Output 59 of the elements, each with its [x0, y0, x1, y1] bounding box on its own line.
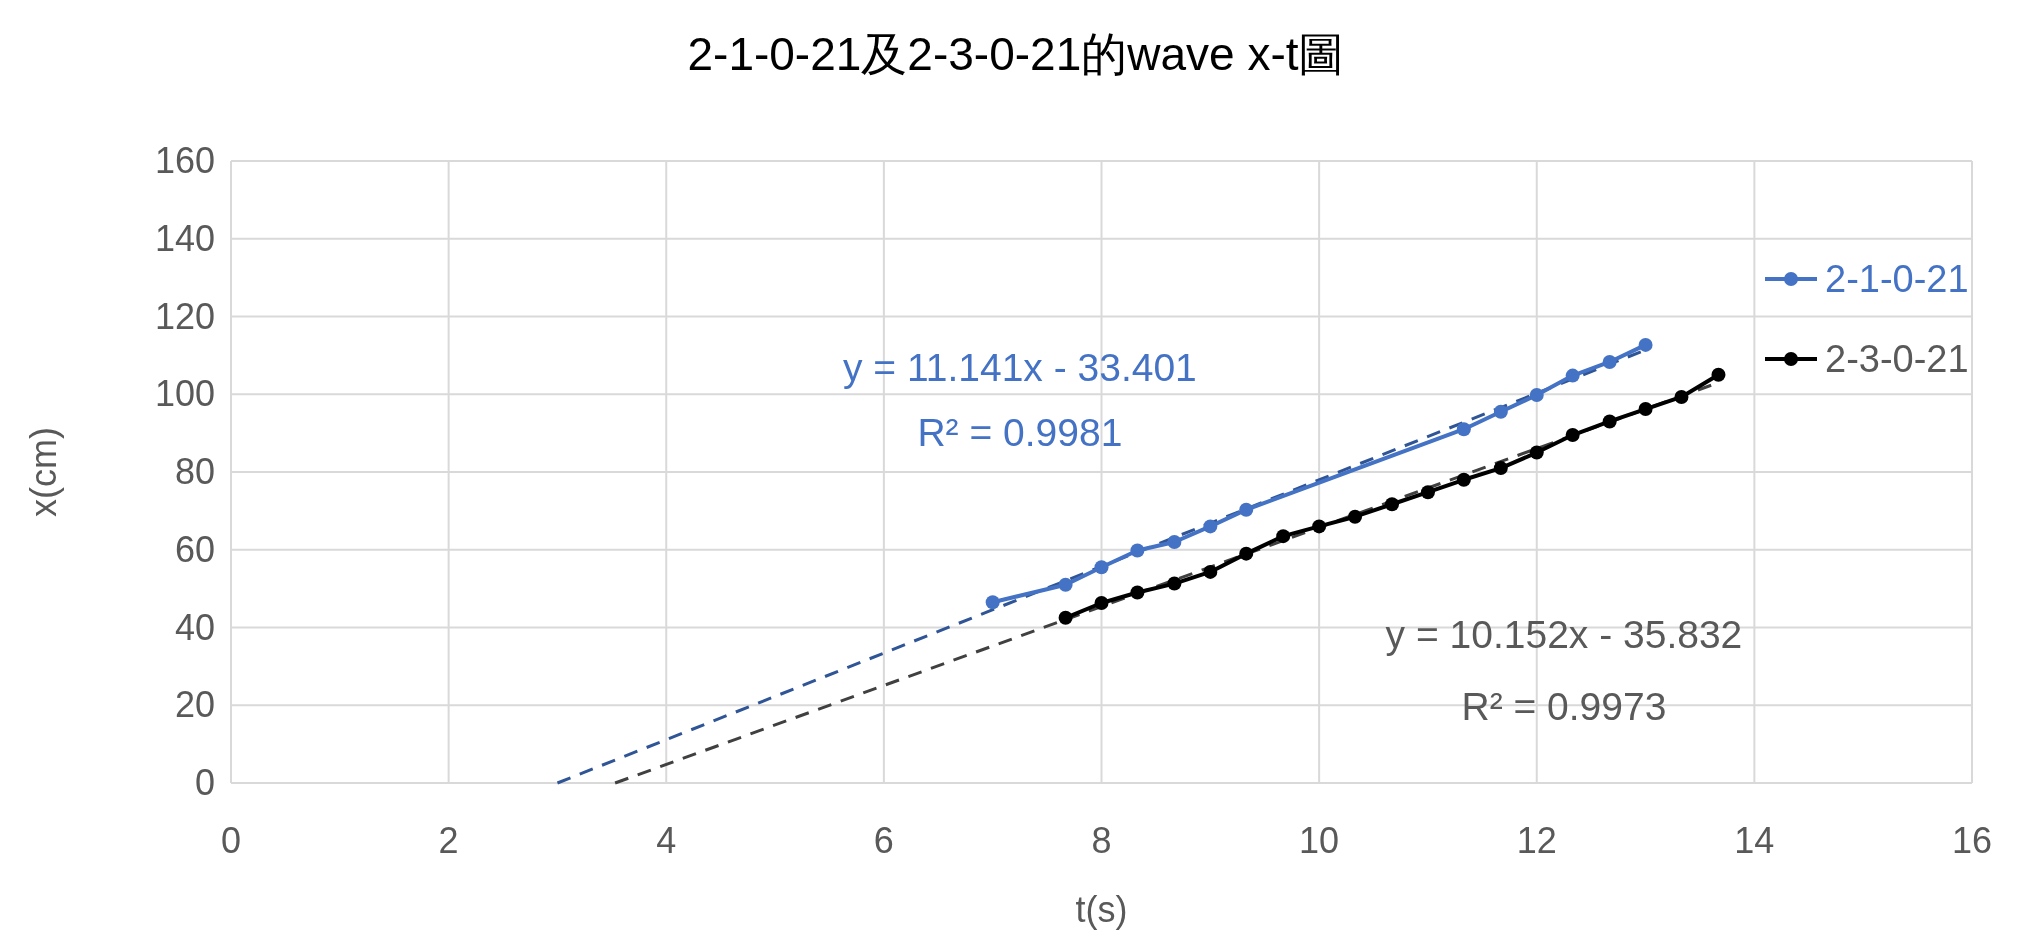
point — [1638, 402, 1653, 417]
x-tick-label: 8 — [1091, 820, 1112, 861]
y-tick-label: 60 — [174, 528, 215, 570]
point — [1094, 560, 1109, 575]
x-tick-label: 6 — [873, 820, 894, 861]
annotation: y = 11.141x - 33.401 — [843, 345, 1197, 389]
point — [1312, 519, 1327, 534]
point — [1276, 529, 1291, 544]
annotation: R² = 0.9973 — [1461, 685, 1667, 729]
point — [1711, 367, 1726, 382]
x-tick-label: 12 — [1516, 820, 1557, 861]
point — [1493, 461, 1508, 476]
point — [1058, 610, 1073, 625]
point — [1167, 576, 1182, 591]
x-tick-label: 2 — [438, 820, 459, 861]
point — [1420, 485, 1435, 500]
point — [1565, 428, 1580, 443]
x-tick-label: 4 — [656, 820, 677, 861]
point — [1456, 472, 1471, 487]
chart-title: 2-1-0-21及2-3-0-21的wave x-t圖 — [687, 28, 1345, 80]
annotation: y = 10.152x - 35.832 — [1385, 613, 1743, 656]
point — [1456, 422, 1471, 437]
point — [1058, 577, 1073, 592]
y-tick-label: 20 — [174, 684, 215, 726]
y-tick-label: 100 — [154, 373, 215, 415]
x-tick-label: 14 — [1734, 820, 1775, 861]
annotation: R² = 0.9981 — [917, 411, 1123, 455]
x-tick-label: 16 — [1951, 820, 1993, 861]
point — [985, 595, 1000, 610]
legend-label: 2-3-0-21 — [1825, 338, 1969, 380]
y-tick-label: 80 — [174, 451, 215, 492]
x-tick-label: 0 — [220, 820, 242, 861]
point — [1565, 368, 1580, 383]
point — [1385, 497, 1400, 512]
point — [1130, 543, 1145, 558]
y-tick-label: 0 — [194, 762, 215, 803]
point — [1203, 519, 1218, 534]
x-tick-label: 10 — [1299, 820, 1340, 861]
y-tick-label: 120 — [154, 295, 215, 337]
point — [1602, 354, 1617, 369]
y-tick-label: 140 — [154, 217, 215, 259]
legend-label: 2-1-0-21 — [1825, 258, 1969, 300]
x-axis-title: t(s) — [1075, 889, 1128, 930]
point — [1493, 404, 1508, 419]
point — [1239, 546, 1254, 561]
y-tick-label: 40 — [174, 606, 215, 648]
point — [1203, 564, 1218, 579]
point — [1167, 534, 1182, 549]
point — [1239, 502, 1254, 517]
point — [1130, 585, 1145, 600]
point — [1529, 388, 1544, 403]
point — [1602, 414, 1617, 429]
point — [1674, 389, 1689, 404]
y-tick-label: 160 — [154, 140, 215, 181]
point — [1094, 596, 1109, 611]
y-axis-title: x(cm) — [23, 427, 64, 517]
point — [1529, 445, 1544, 460]
point — [1348, 509, 1363, 524]
point — [1638, 337, 1653, 352]
